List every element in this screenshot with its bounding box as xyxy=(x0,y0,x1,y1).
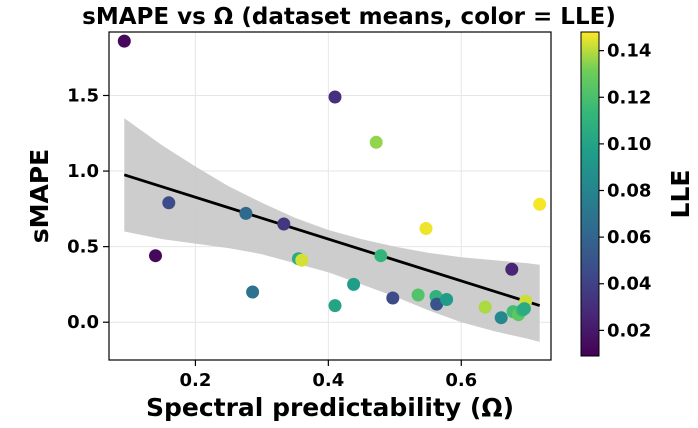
scatter-point xyxy=(411,288,425,302)
scatter-point xyxy=(295,253,309,267)
scatter-point xyxy=(478,300,492,314)
scatter-point xyxy=(533,197,547,211)
scatter-point xyxy=(277,217,291,231)
colorbar-tick-label: 0.06 xyxy=(607,227,651,248)
scatter-point xyxy=(386,291,400,305)
scatter-point xyxy=(494,311,508,325)
data-points xyxy=(117,34,547,325)
x-tick-label: 0.6 xyxy=(445,370,477,391)
scatter-point xyxy=(419,222,433,235)
colorbar-tick-label: 0.14 xyxy=(607,41,651,62)
scatter-point xyxy=(430,297,444,311)
plot-frame xyxy=(108,31,552,361)
y-tick-label: 1.0 xyxy=(67,161,99,182)
colorbar-tick-label: 0.12 xyxy=(607,87,651,108)
colorbar-tick-label: 0.08 xyxy=(607,181,651,202)
colorbar-ticks: 0.02 0.04 0.06 0.08 0.10 0.12 0.14 xyxy=(599,41,651,341)
scatter-point xyxy=(246,285,260,299)
scatter-point xyxy=(369,135,383,149)
colorbar-tick-label: 0.10 xyxy=(607,134,651,155)
scatter-point xyxy=(117,34,131,48)
y-axis-label: sMAPE xyxy=(25,149,54,244)
ci-band xyxy=(124,118,540,342)
colorbar-tick-label: 0.02 xyxy=(607,320,651,341)
chart-title: sMAPE vs Ω (dataset means, color = LLE) xyxy=(82,4,616,30)
scatter-point xyxy=(239,206,253,220)
colorbar-tick-label: 0.04 xyxy=(607,274,651,295)
x-axis-ticks: 0.2 0.4 0.6 xyxy=(179,360,477,391)
y-tick-label: 0.5 xyxy=(67,237,99,258)
scatter-point xyxy=(374,249,388,263)
x-tick-label: 0.4 xyxy=(312,370,344,391)
scatter-point xyxy=(328,299,342,313)
y-tick-label: 1.5 xyxy=(67,85,99,106)
y-axis-ticks: 0.0 0.5 1.0 1.5 xyxy=(67,85,109,333)
y-tick-label: 0.0 xyxy=(67,312,99,333)
x-tick-label: 0.2 xyxy=(179,370,211,391)
regression-line-group xyxy=(123,173,541,307)
scatter-point xyxy=(440,293,454,306)
regression-line xyxy=(123,173,541,307)
confidence-band xyxy=(124,118,540,342)
colorbar xyxy=(580,31,600,357)
scatter-point xyxy=(347,277,361,291)
scatter-point xyxy=(149,249,162,263)
scatter-point xyxy=(162,196,176,210)
colorbar-label: LLE xyxy=(666,170,695,219)
scatter-point xyxy=(505,262,519,276)
x-axis-label: Spectral predictability (Ω) xyxy=(146,393,514,422)
scatter-point xyxy=(517,302,531,316)
scatter-point xyxy=(328,90,342,104)
